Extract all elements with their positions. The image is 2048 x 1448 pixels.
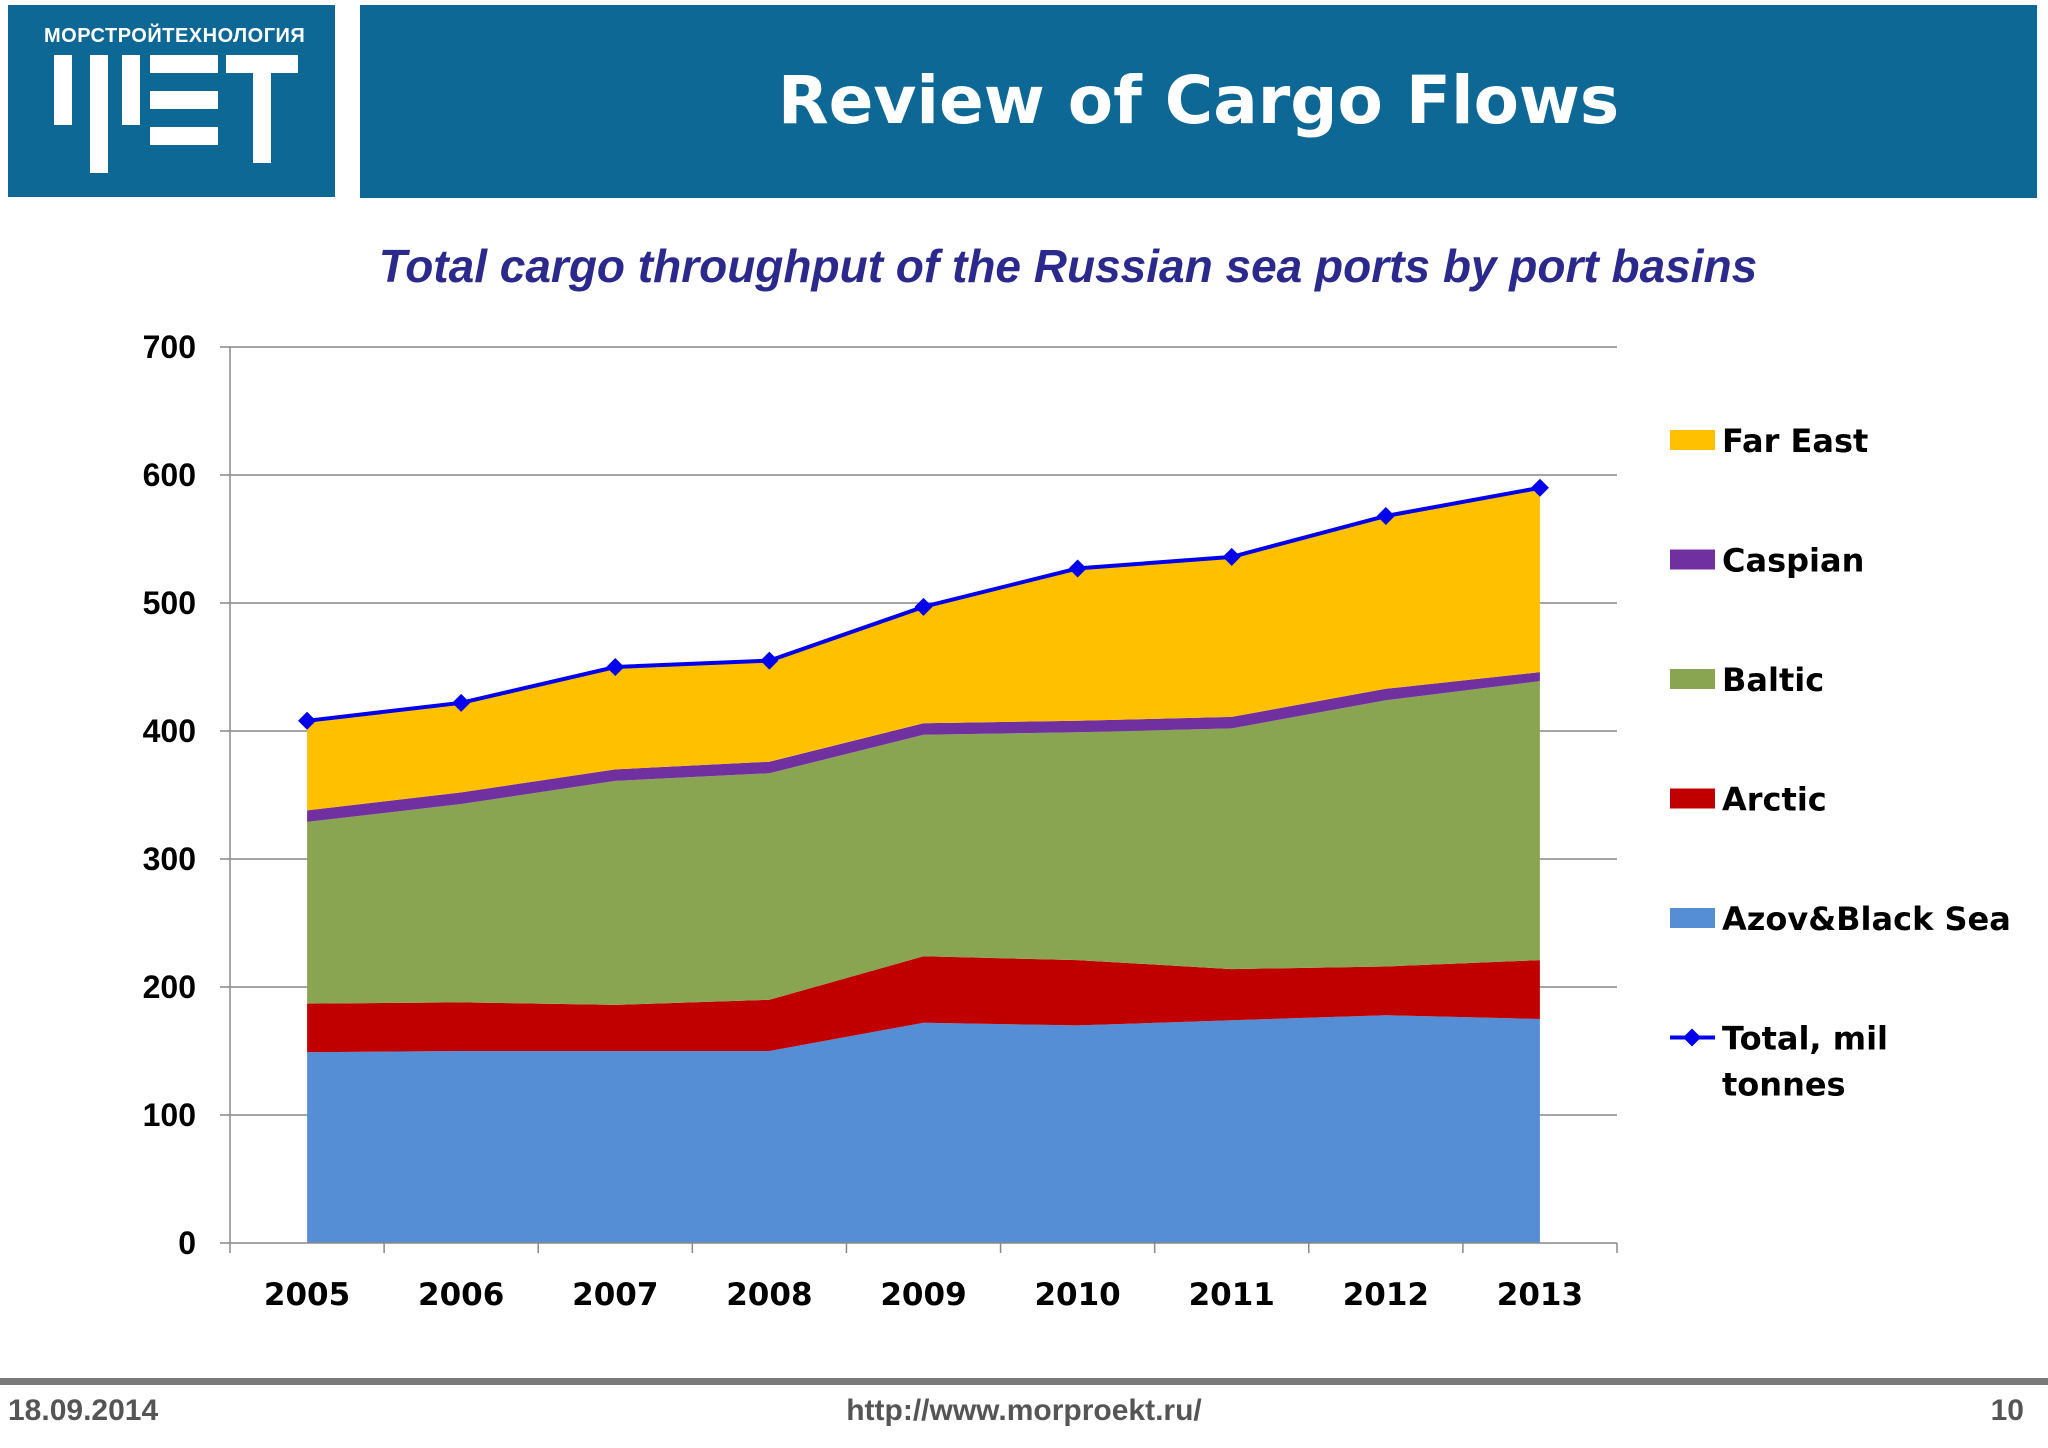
logo-mark-icon — [54, 55, 298, 173]
y-tick-label: 400 — [143, 713, 196, 749]
y-tick-label: 500 — [143, 585, 196, 621]
y-tick-label: 200 — [143, 969, 196, 1005]
total-point — [1530, 478, 1549, 497]
x-tick-label: 2005 — [264, 1277, 350, 1313]
legend-label-baltic: Baltic — [1722, 661, 1824, 699]
page-number: 10 — [1990, 1394, 2024, 1427]
company-logo: МОРСТРОЙТЕХНОЛОГИЯ — [8, 5, 335, 197]
legend-marker-total — [1683, 1028, 1701, 1047]
legend-swatch-azov-black-sea — [1670, 908, 1715, 928]
footer-date: 18.09.2014 — [8, 1394, 159, 1427]
y-tick-label: 0 — [178, 1225, 196, 1261]
total-point — [914, 597, 933, 616]
area-azov-black-sea — [307, 1015, 1540, 1243]
x-tick-label: 2006 — [418, 1277, 504, 1313]
x-tick-label: 2013 — [1497, 1277, 1583, 1313]
legend-label-caspian: Caspian — [1722, 542, 1864, 580]
x-tick-label: 2011 — [1189, 1277, 1275, 1313]
footer-divider — [0, 1378, 2048, 1385]
footer-url[interactable]: http://www.morproekt.ru/ — [846, 1394, 1202, 1427]
area-baltic — [307, 681, 1540, 1005]
y-tick-label: 700 — [143, 329, 196, 365]
area-arctic — [307, 956, 1540, 1053]
legend-swatch-arctic — [1670, 788, 1715, 809]
y-tick-label: 300 — [143, 841, 196, 877]
area-caspian — [307, 672, 1540, 822]
legend-label-azov-black-sea: Azov&Black Sea — [1722, 900, 2011, 938]
total-point — [298, 711, 317, 730]
title-bar: Review of Cargo Flows — [360, 5, 2037, 198]
total-point — [1376, 506, 1395, 525]
y-tick-label: 100 — [143, 1097, 196, 1133]
chart-title: Total cargo throughput of the Russian se… — [378, 240, 1758, 292]
legend-label-far-east: Far East — [1722, 422, 1868, 460]
page-title: Review of Cargo Flows — [777, 62, 1620, 139]
legend-label-total: Total, mil tonnes — [1722, 1020, 1888, 1104]
x-tick-label: 2007 — [572, 1277, 658, 1313]
total-point — [1222, 547, 1241, 566]
area-far-east — [307, 486, 1540, 811]
x-tick-label: 2010 — [1034, 1277, 1120, 1313]
legend-swatch-caspian — [1670, 549, 1715, 570]
total-point — [452, 693, 471, 712]
cargo-chart: 0 100 200 300 400 500 600 700 2005 2006 2007 2008 20… — [143, 329, 2011, 1313]
logo-text: МОРСТРОЙТЕХНОЛОГИЯ — [44, 25, 306, 47]
x-tick-label: 2008 — [726, 1277, 812, 1313]
legend-swatch-baltic — [1670, 669, 1715, 689]
legend-swatch-far-east — [1670, 430, 1715, 450]
legend-label-arctic: Arctic — [1722, 781, 1827, 819]
x-tick-label: 2009 — [880, 1277, 966, 1313]
total-point — [1068, 559, 1087, 578]
total-point — [760, 651, 779, 670]
total-point — [606, 658, 625, 676]
x-tick-label: 2012 — [1343, 1277, 1429, 1313]
y-tick-label: 600 — [143, 457, 196, 493]
